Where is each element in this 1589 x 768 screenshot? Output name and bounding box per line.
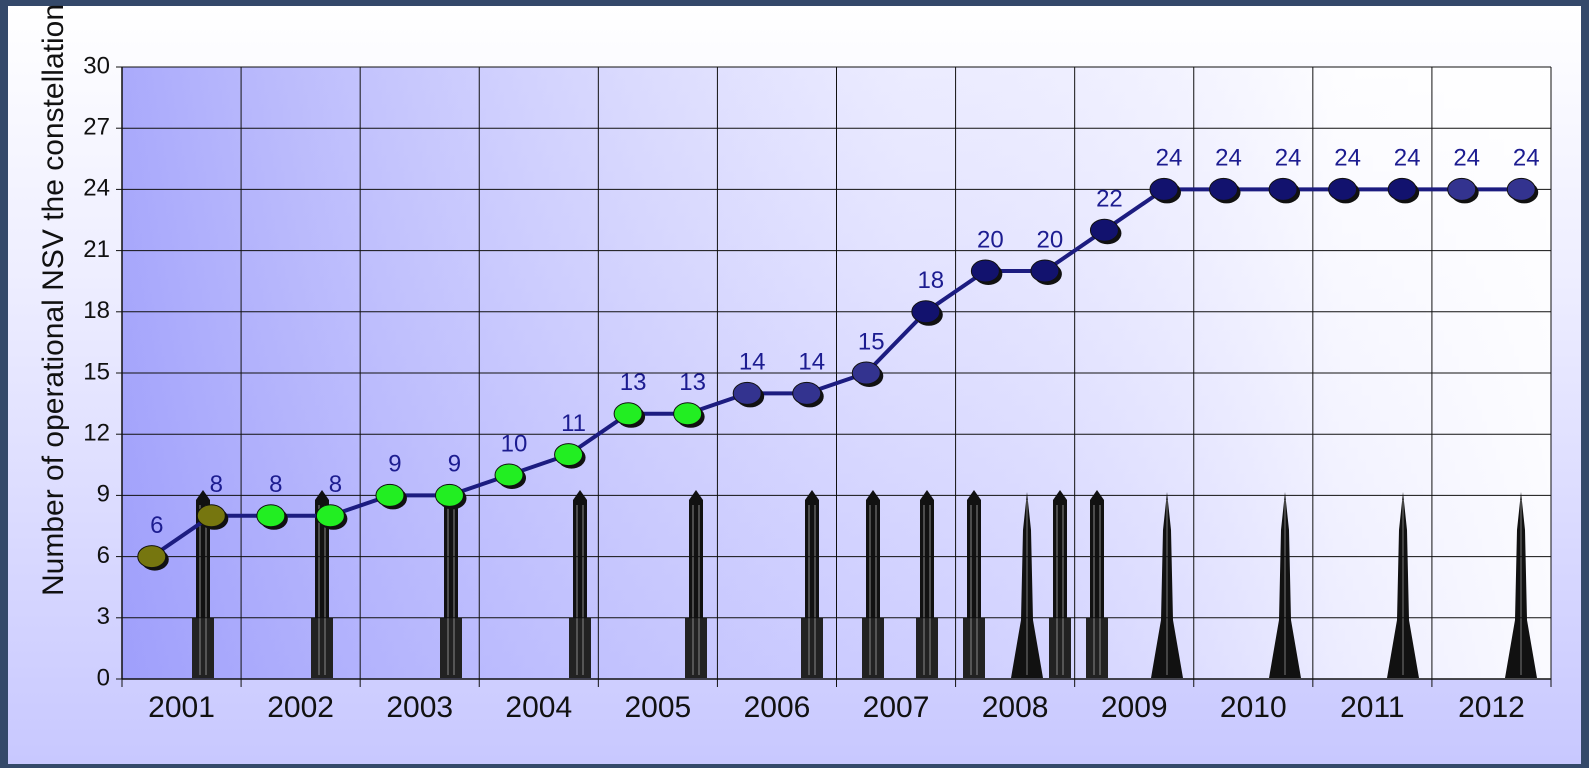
data-label: 20	[1037, 226, 1064, 253]
point	[792, 381, 822, 405]
point	[1030, 259, 1060, 283]
point	[196, 504, 226, 528]
point	[911, 300, 941, 324]
point	[315, 504, 345, 528]
data-label: 24	[1453, 145, 1480, 172]
x-tick-label: 2002	[267, 691, 334, 724]
x-tick-label: 2009	[1101, 691, 1168, 724]
point	[1149, 177, 1179, 201]
y-tick-label: 9	[97, 481, 110, 508]
y-tick-label: 15	[83, 358, 110, 385]
data-label: 24	[1156, 145, 1183, 172]
y-axis-label: Number of operational NSV the constellat…	[37, 4, 70, 596]
data-label: 24	[1215, 145, 1242, 172]
data-label: 8	[210, 471, 223, 498]
point	[1089, 218, 1119, 242]
point	[970, 259, 1000, 283]
x-tick-label: 2005	[625, 691, 692, 724]
y-tick-label: 24	[83, 175, 110, 202]
x-tick-label: 2011	[1340, 691, 1405, 724]
data-label: 24	[1513, 145, 1540, 172]
y-tick-label: 6	[97, 542, 110, 569]
data-label: 24	[1275, 145, 1302, 172]
data-label: 8	[269, 471, 282, 498]
y-tick-label: 0	[97, 664, 110, 691]
x-tick-label: 2010	[1220, 691, 1287, 724]
data-label: 10	[501, 430, 528, 457]
point	[1268, 177, 1298, 201]
data-label: 20	[977, 226, 1004, 253]
data-label: 24	[1334, 145, 1361, 172]
point	[613, 402, 643, 426]
y-tick-label: 30	[83, 52, 110, 79]
x-tick-label: 2008	[982, 691, 1049, 724]
point	[1328, 177, 1358, 201]
y-tick-label: 21	[83, 236, 110, 263]
data-label: 24	[1394, 145, 1421, 172]
point	[1506, 177, 1536, 201]
data-label: 22	[1096, 186, 1123, 213]
point	[494, 463, 524, 487]
x-tick-label: 2006	[744, 691, 811, 724]
point	[673, 402, 703, 426]
data-label: 18	[917, 267, 944, 294]
data-label: 15	[858, 328, 885, 355]
data-label: 13	[620, 369, 647, 396]
x-tick-label: 2007	[863, 691, 930, 724]
y-tick-label: 3	[97, 603, 110, 630]
point	[851, 361, 881, 385]
point	[732, 381, 762, 405]
x-tick-label: 2004	[505, 691, 572, 724]
point	[137, 545, 167, 569]
point	[554, 443, 584, 467]
point	[1209, 177, 1239, 201]
point	[256, 504, 286, 528]
point	[1387, 177, 1417, 201]
y-tick-label: 27	[83, 114, 110, 141]
point	[434, 483, 464, 507]
x-tick-label: 2003	[386, 691, 453, 724]
data-label: 9	[388, 451, 401, 478]
data-label: 6	[150, 512, 163, 539]
point	[1447, 177, 1477, 201]
y-tick-label: 12	[83, 420, 110, 447]
data-label: 11	[561, 410, 586, 437]
y-tick-label: 18	[83, 297, 110, 324]
data-label: 13	[679, 369, 706, 396]
x-tick-label: 2001	[148, 691, 215, 724]
data-label: 8	[329, 471, 342, 498]
data-label: 9	[448, 451, 461, 478]
point	[375, 483, 405, 507]
x-tick-label: 2012	[1458, 691, 1525, 724]
data-label: 14	[798, 349, 825, 376]
data-label: 14	[739, 349, 766, 376]
